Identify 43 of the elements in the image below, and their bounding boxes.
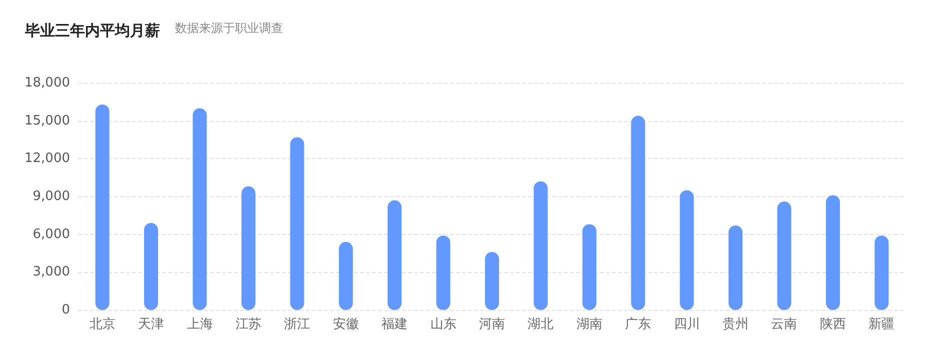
- bar: [485, 252, 499, 310]
- bar: [192, 108, 207, 310]
- x-tick-label: 陕西: [820, 317, 846, 332]
- bar: [582, 224, 596, 310]
- bar: [241, 186, 256, 310]
- bar: [388, 200, 402, 310]
- y-tick-label: 0: [62, 302, 70, 318]
- y-tick-label: 18,000: [24, 76, 70, 90]
- x-tick-label: 广东: [625, 317, 652, 332]
- y-tick-label: 9,000: [32, 189, 70, 204]
- x-tick-label: 湖北: [528, 317, 554, 332]
- x-tick-label: 上海: [186, 317, 213, 332]
- y-tick-label: 12,000: [24, 151, 70, 166]
- x-tick-label: 福建: [382, 317, 408, 332]
- x-tick-label: 河南: [479, 317, 505, 332]
- bar: [728, 226, 743, 310]
- chart-title: 毕业三年内平均月薪: [24, 22, 160, 40]
- bar: [290, 137, 304, 310]
- chart-subtitle: 数据来源于职业调查: [175, 21, 283, 35]
- x-tick-label: 北京: [89, 317, 116, 332]
- y-tick-label: 15,000: [24, 113, 70, 128]
- bar: [777, 202, 792, 310]
- bar: [680, 190, 694, 310]
- y-tick-label: 6,000: [32, 226, 70, 242]
- x-tick-label: 湖南: [576, 317, 602, 332]
- y-tick-label: 3,000: [32, 264, 70, 280]
- x-tick-label: 天津: [138, 317, 164, 332]
- x-tick-label: 安徽: [332, 316, 359, 332]
- bar: [631, 116, 646, 310]
- x-tick-label: 山东: [430, 317, 456, 332]
- bar: [95, 104, 110, 310]
- bar: [338, 242, 353, 310]
- x-tick-label: 浙江: [284, 317, 310, 332]
- x-tick-label: 四川: [674, 317, 700, 332]
- x-tick-label: 新疆: [868, 317, 895, 332]
- bar: [436, 236, 450, 310]
- x-tick-label: 江苏: [235, 317, 262, 332]
- bar: [144, 222, 158, 310]
- x-tick-label: 贵州: [722, 317, 749, 332]
- bar: [826, 195, 840, 310]
- x-tick-label: 云南: [771, 317, 798, 332]
- bar: [534, 181, 548, 310]
- bar: [874, 236, 889, 310]
